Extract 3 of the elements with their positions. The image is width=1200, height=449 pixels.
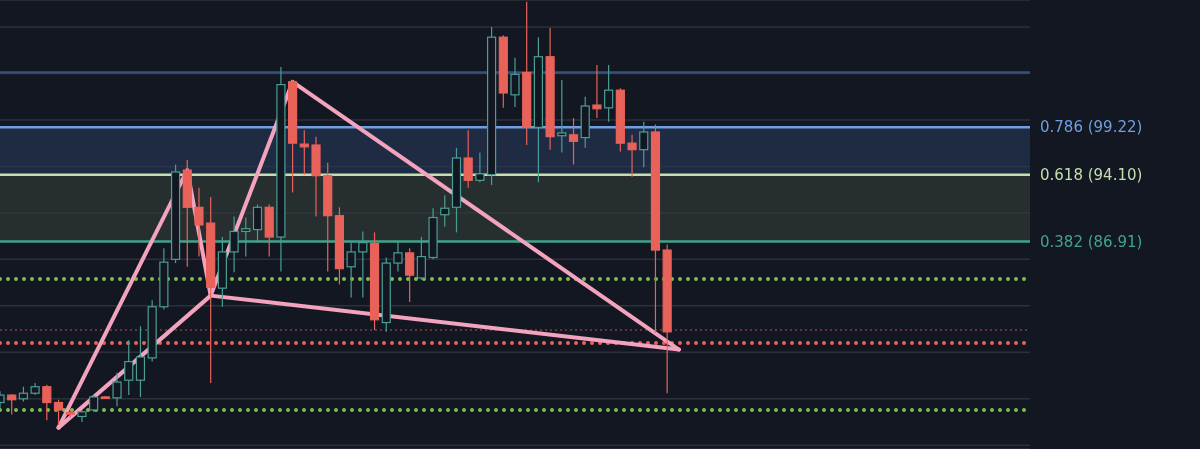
ref-line-label: 0.786 (99.22) xyxy=(1040,118,1143,137)
ref-line-label: 0.618 (94.10) xyxy=(1040,165,1143,184)
ref-line-label: 0.382 (86.91) xyxy=(1040,232,1143,251)
